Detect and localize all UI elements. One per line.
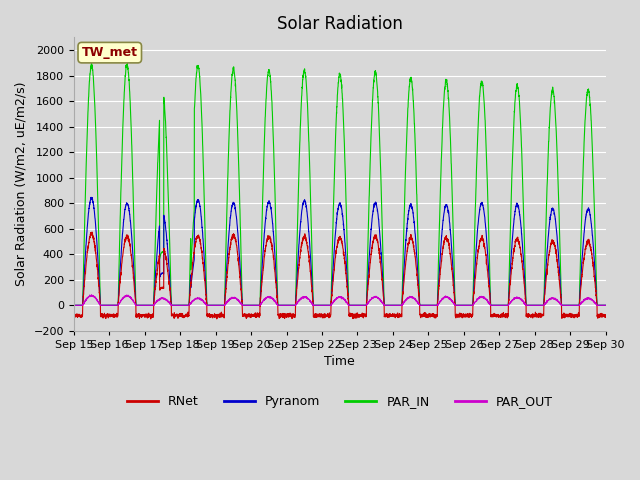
Line: Pyranom: Pyranom bbox=[74, 197, 605, 305]
RNet bbox=[88, 229, 96, 235]
PAR_OUT bbox=[166, 300, 173, 306]
RNet bbox=[166, 286, 173, 292]
PAR_IN bbox=[320, 302, 328, 308]
Pyranom bbox=[429, 302, 437, 308]
Pyranom bbox=[602, 302, 609, 308]
RNet bbox=[490, 313, 497, 319]
RNet bbox=[147, 316, 155, 322]
RNet bbox=[320, 313, 328, 319]
PAR_IN bbox=[459, 302, 467, 308]
PAR_OUT bbox=[602, 302, 609, 308]
Pyranom bbox=[70, 302, 77, 308]
Pyranom bbox=[87, 194, 95, 200]
PAR_OUT bbox=[429, 302, 437, 308]
RNet bbox=[429, 311, 437, 316]
Y-axis label: Solar Radiation (W/m2, uE/m2/s): Solar Radiation (W/m2, uE/m2/s) bbox=[15, 82, 28, 287]
PAR_IN bbox=[70, 302, 77, 308]
PAR_IN bbox=[166, 234, 173, 240]
Line: PAR_OUT: PAR_OUT bbox=[74, 295, 605, 305]
RNet bbox=[459, 311, 467, 317]
Text: TW_met: TW_met bbox=[82, 46, 138, 59]
Line: RNet: RNet bbox=[74, 232, 605, 319]
Pyranom bbox=[166, 272, 173, 278]
PAR_OUT bbox=[602, 302, 609, 308]
PAR_IN bbox=[489, 302, 497, 308]
PAR_IN bbox=[429, 302, 437, 308]
PAR_OUT bbox=[88, 292, 95, 298]
PAR_OUT bbox=[320, 302, 328, 308]
RNet bbox=[602, 314, 609, 320]
PAR_IN bbox=[602, 302, 609, 308]
Pyranom bbox=[489, 302, 497, 308]
PAR_IN bbox=[602, 302, 609, 308]
Pyranom bbox=[459, 302, 467, 308]
PAR_IN bbox=[124, 60, 131, 66]
Line: PAR_IN: PAR_IN bbox=[74, 63, 605, 305]
Legend: RNet, Pyranom, PAR_IN, PAR_OUT: RNet, Pyranom, PAR_IN, PAR_OUT bbox=[122, 390, 558, 413]
PAR_OUT bbox=[70, 302, 77, 308]
RNet bbox=[602, 312, 609, 318]
Pyranom bbox=[602, 302, 609, 308]
Title: Solar Radiation: Solar Radiation bbox=[277, 15, 403, 33]
X-axis label: Time: Time bbox=[324, 355, 355, 369]
PAR_OUT bbox=[489, 302, 497, 308]
PAR_OUT bbox=[459, 302, 467, 308]
RNet bbox=[70, 313, 77, 319]
Pyranom bbox=[320, 302, 328, 308]
